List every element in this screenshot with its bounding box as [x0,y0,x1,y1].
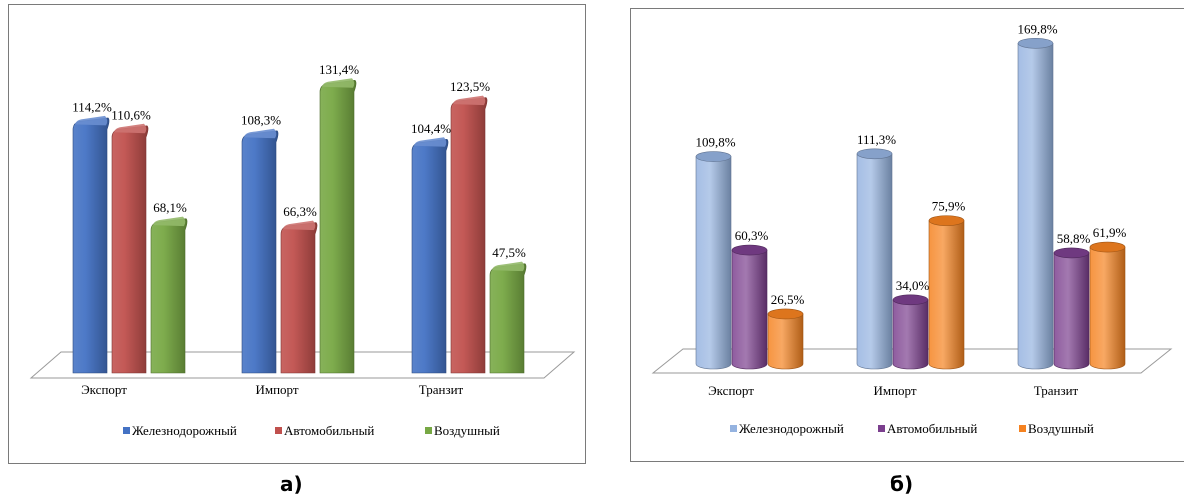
legend-label: Автомобильный [887,421,977,436]
data-label: 60,3% [735,228,769,243]
data-label: 111,3% [857,132,896,147]
data-label: 110,6% [111,107,151,122]
legend-swatch [730,425,737,432]
caption-a: а) [280,472,303,496]
data-label: 104,4% [411,121,451,136]
legend-swatch [123,427,130,434]
legend-swatch [275,427,282,434]
legend-label: Воздушный [434,423,500,438]
bar-Автомобильный-Экспорт [111,123,149,374]
chart-a-svg: 114,2%110,6% 68,1% Экспорт 108,3% 66,3% 131,4… [29,62,576,438]
chart-panel-b: 109,8% 60,3% 26,5% Экспорт 111,3% 34,0% 75,9% И… [630,8,1184,462]
bar-Железнодорожный-Транзит [411,137,449,374]
data-label: 66,3% [283,204,317,219]
bar-Воздушный-Транзит [489,261,527,374]
data-label: 68,1% [153,200,187,215]
bar-Воздушный-Транзит [1089,241,1126,370]
legend-swatch [425,427,432,434]
data-label: 108,3% [241,112,281,127]
bar-Автомобильный-Транзит [450,95,488,374]
chart-b-svg: 109,8% 60,3% 26,5% Экспорт 111,3% 34,0% 75,9% И… [651,21,1173,436]
data-label: 114,2% [72,99,112,114]
bar-Железнодорожный-Импорт [241,128,279,374]
legend-label: Железнодорожный [739,421,844,436]
chart-panel-a: 114,2% 110,6% 68,1% Экспорт 108,3% 66,3% 131,4… [8,4,586,464]
data-label: 34,0% [896,278,930,293]
data-label: 58,8% [1057,231,1091,246]
caption-b: б) [890,472,914,496]
bar-Воздушный-Импорт [319,78,357,374]
bar-Автомобильный-Импорт [892,294,929,370]
data-label: 109,8% [695,135,735,150]
data-label: 61,9% [1093,225,1127,240]
legend-label: Автомобильный [284,423,374,438]
category-label: Транзит [1034,383,1079,398]
bar-Автомобильный-Экспорт [731,244,768,370]
category-label: Экспорт [81,382,127,397]
bar-Автомобильный-Импорт [280,220,318,374]
data-label: 131,4% [319,62,359,77]
bar-Воздушный-Импорт [928,215,965,370]
category-label: Экспорт [708,383,754,398]
bar-Железнодорожный-Транзит [1017,37,1054,370]
legend-swatch [878,425,885,432]
category-label: Транзит [419,382,464,397]
bar-Железнодорожный-Экспорт [72,115,110,374]
data-label: 169,8% [1017,21,1057,36]
bar-Воздушный-Экспорт [150,216,188,374]
legend-label: Железнодорожный [132,423,237,438]
category-label: Импорт [255,382,298,397]
data-label: 47,5% [492,245,526,260]
legend-swatch [1019,425,1026,432]
data-label: 123,5% [450,79,490,94]
bar-Железнодорожный-Экспорт [695,151,732,370]
legend-label: Воздушный [1028,421,1094,436]
data-label: 26,5% [771,292,805,307]
bar-Автомобильный-Транзит [1053,247,1090,370]
data-label: 75,9% [932,199,966,214]
category-label: Импорт [873,383,916,398]
bar-Воздушный-Экспорт [767,308,804,370]
bar-Железнодорожный-Импорт [856,148,893,370]
